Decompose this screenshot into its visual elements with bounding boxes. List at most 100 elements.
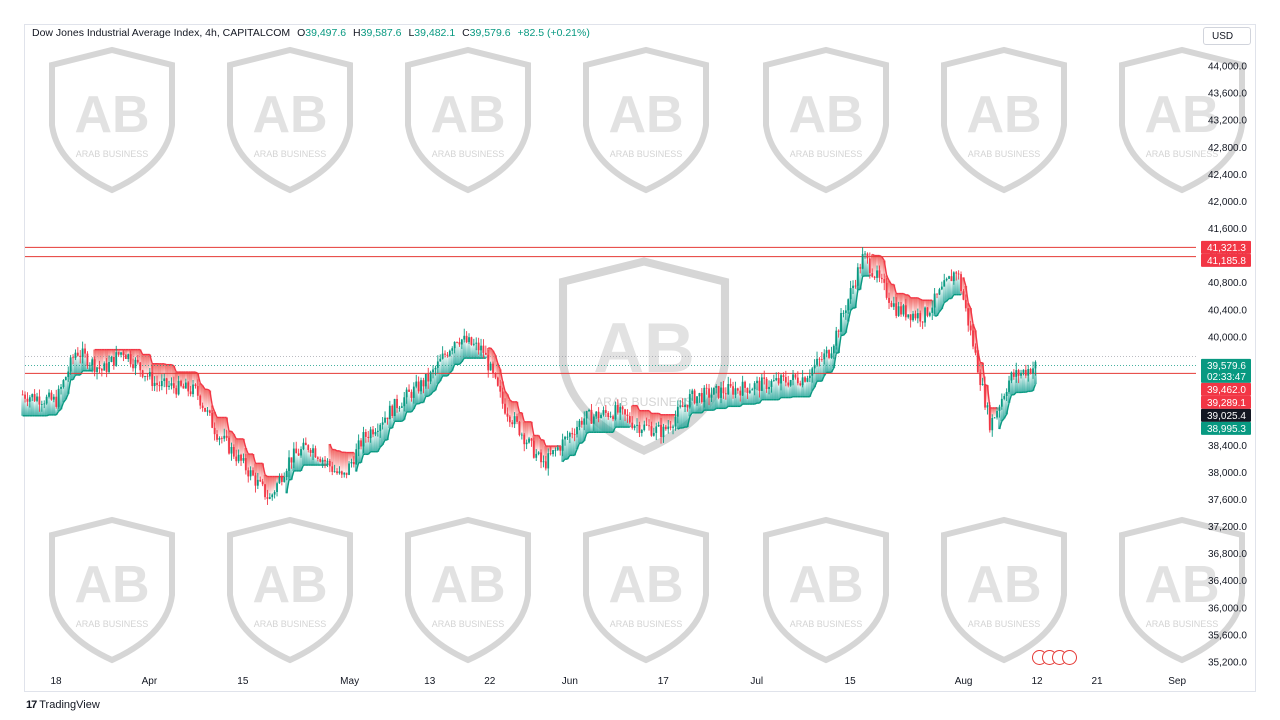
candle <box>801 370 804 388</box>
watermark-shield-icon <box>583 46 709 194</box>
symbol-legend[interactable]: Dow Jones Industrial Average Index, 4h, … <box>32 27 590 39</box>
watermark-text: ARAB BUSINESS <box>1146 149 1219 159</box>
watermark-text: ARAB BUSINESS <box>254 619 327 629</box>
candle <box>444 350 446 358</box>
candle <box>127 353 130 363</box>
candle <box>720 381 722 404</box>
candle <box>112 356 115 370</box>
symbol-title[interactable]: Dow Jones Industrial Average Index, 4h, … <box>32 27 291 39</box>
candle <box>962 289 965 301</box>
ohlc-close-value: 39,579.6 <box>469 27 511 39</box>
candle <box>410 389 413 402</box>
candle <box>1010 371 1013 384</box>
supertrend-ribbon <box>21 253 1037 499</box>
candle <box>67 366 70 382</box>
candle <box>631 416 634 430</box>
candle <box>938 287 941 296</box>
candle <box>576 420 578 438</box>
tradingview-logo-icon: 17 <box>26 699 37 711</box>
candle <box>686 404 689 412</box>
candle <box>518 421 521 437</box>
candle <box>165 377 168 395</box>
candle <box>266 489 269 505</box>
candle <box>357 434 360 457</box>
candle <box>772 374 775 382</box>
candle <box>1017 368 1020 384</box>
candle <box>364 429 367 443</box>
candle <box>69 354 72 375</box>
candle <box>448 349 451 357</box>
candle <box>664 425 667 431</box>
candle <box>561 433 564 457</box>
candle <box>897 301 900 317</box>
candle <box>736 387 739 394</box>
candle <box>696 396 698 406</box>
candle <box>638 421 641 438</box>
candle <box>115 345 118 367</box>
candle <box>93 356 96 377</box>
candle <box>972 323 974 350</box>
candle <box>48 389 50 399</box>
watermark-monogram: AB <box>788 86 863 144</box>
y-tick-label: 38,400.0 <box>1208 441 1247 452</box>
x-tick-label: Sep <box>1168 676 1186 687</box>
candle <box>40 400 43 412</box>
candle <box>64 376 67 381</box>
candle <box>108 355 110 374</box>
candle <box>172 376 175 394</box>
candle <box>158 381 161 392</box>
y-tick-label: 40,400.0 <box>1208 305 1247 316</box>
candle <box>844 305 847 320</box>
y-tick-label: 35,200.0 <box>1208 658 1247 669</box>
price-label-text: 38,995.3 <box>1207 424 1246 435</box>
candle <box>732 381 734 399</box>
candle <box>60 383 62 395</box>
candle <box>1022 369 1025 376</box>
currency-selector[interactable]: USD <box>1203 27 1251 45</box>
candle <box>724 387 727 400</box>
candle <box>86 351 89 369</box>
candle <box>1012 369 1015 380</box>
candle <box>484 345 487 355</box>
candle <box>693 388 696 405</box>
watermark-monogram: AB <box>593 308 694 387</box>
watermark-layer: AB ARAB BUSINESS AB ARAB BUSINESS AB ARAB BUS… <box>49 46 1245 664</box>
candle <box>818 357 821 367</box>
candle <box>928 311 931 318</box>
candle <box>352 456 355 468</box>
tradingview-brand[interactable]: 17 TradingView <box>26 699 100 711</box>
candle <box>796 371 799 386</box>
candle <box>336 468 338 475</box>
candle <box>852 280 854 294</box>
candle <box>237 449 240 464</box>
candle <box>477 337 480 355</box>
candle <box>405 387 408 404</box>
candle <box>825 346 828 358</box>
candle <box>1024 364 1027 379</box>
candle <box>156 375 158 392</box>
candle <box>300 446 302 458</box>
watermark-text: ARAB BUSINESS <box>76 149 149 159</box>
candle <box>955 270 958 281</box>
candle <box>688 389 691 409</box>
candle <box>554 447 557 457</box>
economic-events[interactable] <box>1032 650 1077 665</box>
candle <box>43 400 46 409</box>
candle <box>369 426 372 443</box>
time-axis[interactable]: 18 Apr 15 May 13 22 Jun 17 Jul 15 Aug 12 21 Sep <box>50 676 1186 687</box>
candle <box>979 369 982 391</box>
candle <box>480 338 482 356</box>
candle <box>895 297 898 319</box>
y-tick-label: 40,800.0 <box>1208 278 1247 289</box>
candle <box>367 430 370 443</box>
candle <box>513 412 516 429</box>
candle <box>595 411 598 419</box>
candle <box>276 481 278 497</box>
event-flag-icon[interactable] <box>1062 650 1077 665</box>
candle <box>964 294 967 312</box>
candle <box>991 414 994 437</box>
candle <box>381 417 384 430</box>
ohlc-high-label: H <box>353 27 361 39</box>
candle <box>170 377 173 390</box>
